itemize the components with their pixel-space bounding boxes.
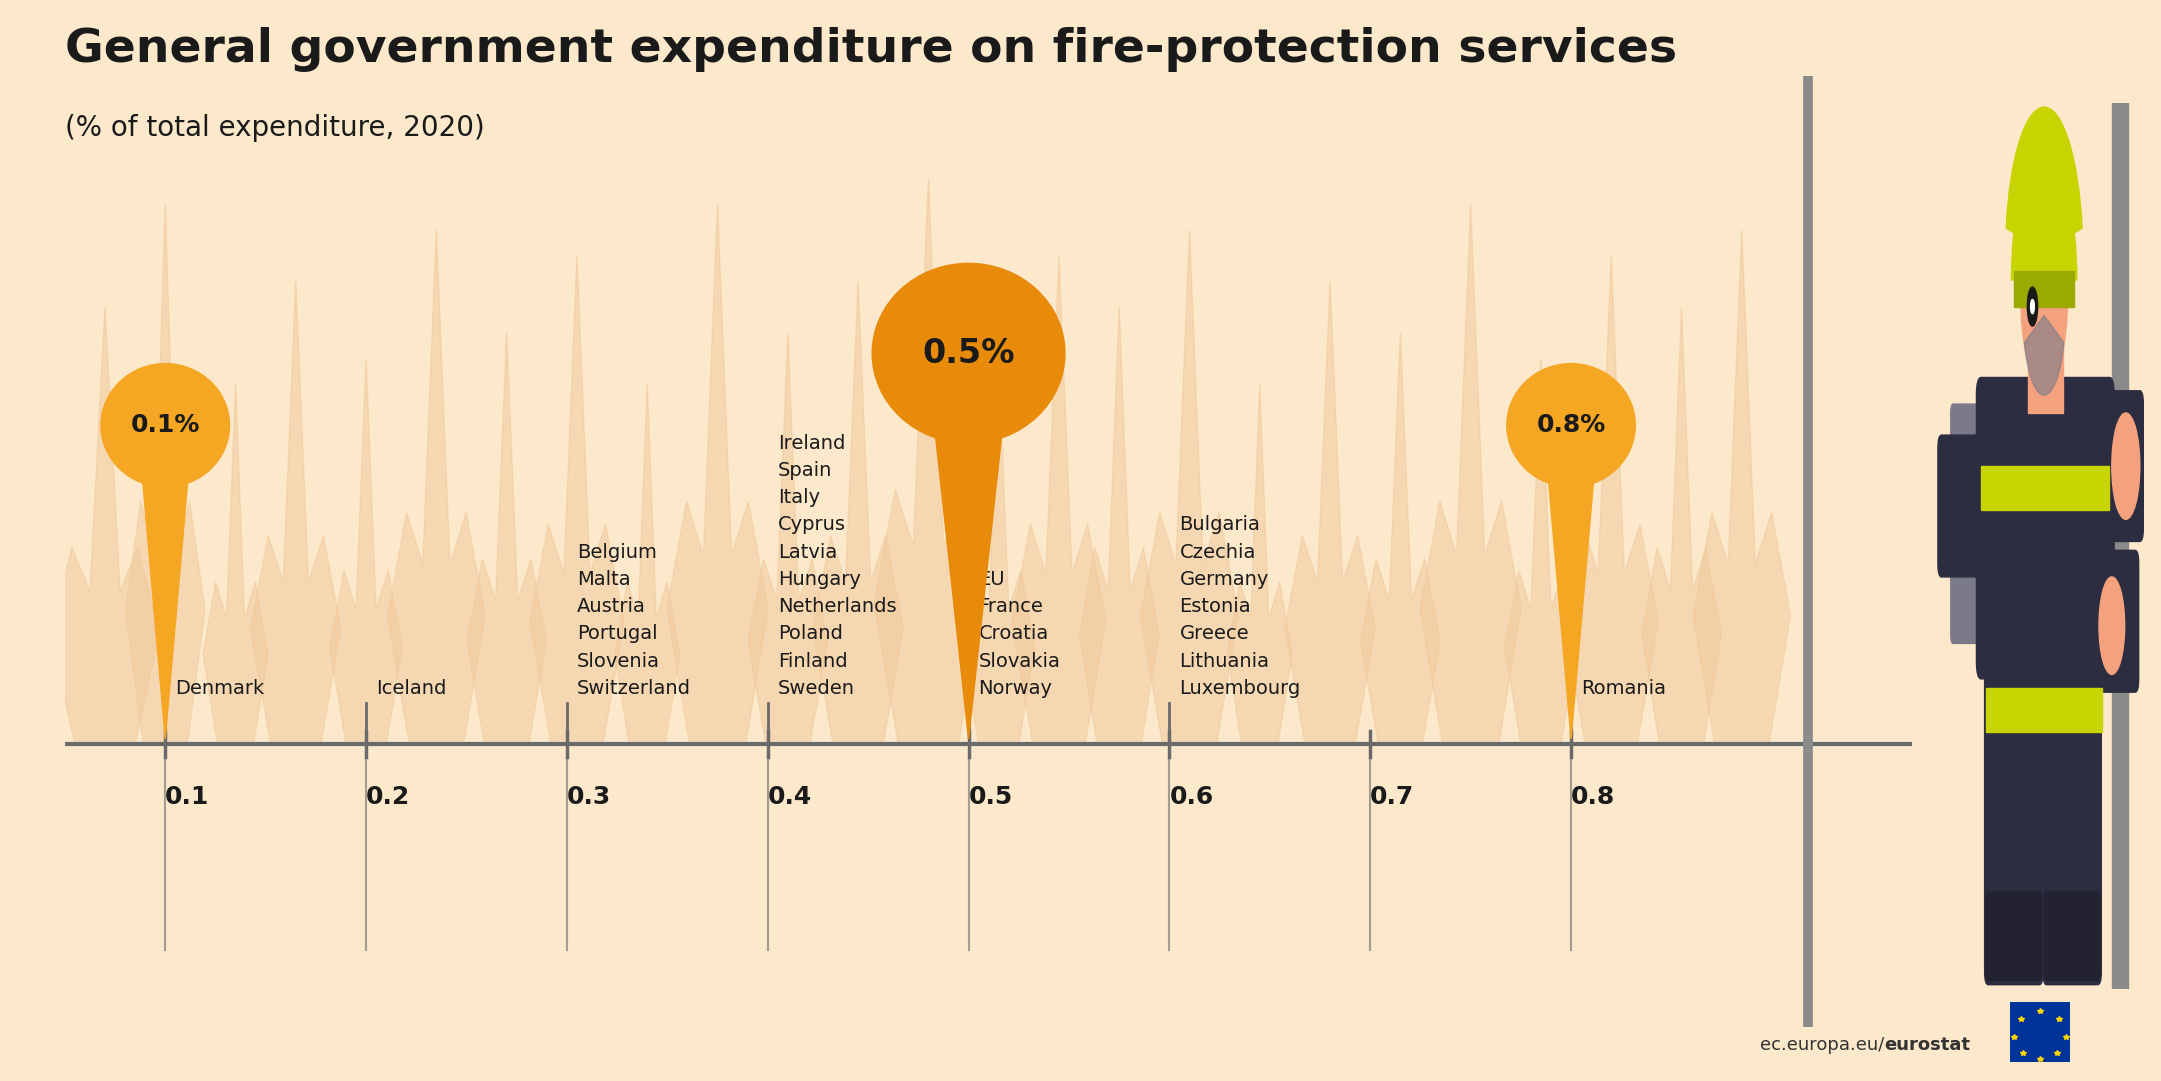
Ellipse shape — [1506, 363, 1636, 488]
Polygon shape — [875, 178, 983, 744]
FancyBboxPatch shape — [1951, 404, 1986, 643]
Polygon shape — [1080, 307, 1158, 744]
Ellipse shape — [102, 363, 229, 488]
FancyBboxPatch shape — [2042, 648, 2100, 985]
Polygon shape — [125, 204, 205, 744]
Text: (% of total expenditure, 2020): (% of total expenditure, 2020) — [65, 114, 484, 142]
Polygon shape — [931, 403, 1005, 739]
Text: Ireland
Spain
Italy
Cyprus
Latvia
Hungary
Netherlands
Poland
Finland
Sweden: Ireland Spain Italy Cyprus Latvia Hungar… — [778, 433, 897, 698]
Polygon shape — [668, 204, 767, 744]
Wedge shape — [2025, 316, 2064, 396]
Text: Denmark: Denmark — [175, 679, 264, 698]
Polygon shape — [1565, 255, 1657, 744]
Text: ec.europa.eu/: ec.europa.eu/ — [1759, 1036, 1884, 1054]
Text: 0.1: 0.1 — [164, 785, 210, 810]
Text: 0.8: 0.8 — [1571, 785, 1614, 810]
Text: Belgium
Malta
Austria
Portugal
Slovenia
Switzerland: Belgium Malta Austria Portugal Slovenia … — [577, 543, 692, 698]
FancyBboxPatch shape — [2085, 550, 2139, 692]
Bar — [2014, 271, 2075, 307]
Circle shape — [2027, 288, 2038, 326]
FancyBboxPatch shape — [1986, 892, 2042, 980]
Bar — [2111, 103, 2129, 989]
Text: 0.3: 0.3 — [566, 785, 612, 810]
Polygon shape — [1692, 230, 1791, 744]
Text: 0.8%: 0.8% — [1536, 413, 1606, 438]
Polygon shape — [140, 459, 190, 739]
Bar — [1982, 466, 2109, 510]
Polygon shape — [1504, 359, 1578, 744]
Circle shape — [2098, 577, 2124, 675]
Text: Romania: Romania — [1582, 679, 1666, 698]
Polygon shape — [1011, 255, 1106, 744]
Text: 0.6: 0.6 — [1169, 785, 1214, 810]
FancyBboxPatch shape — [1984, 648, 2042, 985]
Text: 0.4: 0.4 — [767, 785, 813, 810]
Polygon shape — [748, 333, 828, 744]
Circle shape — [2021, 209, 2068, 386]
Ellipse shape — [873, 264, 1065, 443]
Polygon shape — [1420, 204, 1521, 744]
Text: eurostat: eurostat — [1884, 1036, 1971, 1054]
Wedge shape — [2005, 107, 2081, 253]
Text: 0.1%: 0.1% — [130, 413, 201, 438]
Polygon shape — [1547, 459, 1595, 739]
Polygon shape — [962, 359, 1035, 744]
Text: General government expenditure on fire-protection services: General government expenditure on fire-p… — [65, 27, 1677, 72]
Text: EU
France
Croatia
Slovakia
Norway: EU France Croatia Slovakia Norway — [979, 570, 1061, 698]
FancyBboxPatch shape — [1938, 436, 1992, 577]
Text: Iceland: Iceland — [376, 679, 447, 698]
FancyBboxPatch shape — [2085, 391, 2144, 542]
Polygon shape — [467, 333, 547, 744]
Polygon shape — [331, 359, 402, 744]
Polygon shape — [203, 384, 268, 744]
Polygon shape — [1361, 333, 1439, 744]
Text: 0.5%: 0.5% — [923, 337, 1016, 370]
Circle shape — [2031, 299, 2034, 313]
Text: 0.5: 0.5 — [968, 785, 1014, 810]
FancyBboxPatch shape — [1977, 377, 2113, 679]
Polygon shape — [1286, 281, 1374, 744]
Text: 0.2: 0.2 — [365, 785, 411, 810]
Wedge shape — [2012, 156, 2077, 280]
Polygon shape — [50, 307, 160, 744]
Polygon shape — [813, 281, 903, 744]
Polygon shape — [1642, 307, 1722, 744]
Text: Bulgaria
Czechia
Germany
Estonia
Greece
Lithuania
Luxembourg: Bulgaria Czechia Germany Estonia Greece … — [1180, 516, 1301, 698]
Polygon shape — [251, 281, 341, 744]
FancyBboxPatch shape — [2044, 892, 2100, 980]
Polygon shape — [1227, 384, 1292, 744]
Polygon shape — [614, 384, 681, 744]
Polygon shape — [387, 230, 486, 744]
Bar — [1986, 688, 2103, 732]
Text: 0.7: 0.7 — [1370, 785, 1415, 810]
Circle shape — [2111, 413, 2139, 519]
Bar — [2027, 342, 2064, 413]
Polygon shape — [529, 255, 625, 744]
Polygon shape — [1141, 230, 1238, 744]
